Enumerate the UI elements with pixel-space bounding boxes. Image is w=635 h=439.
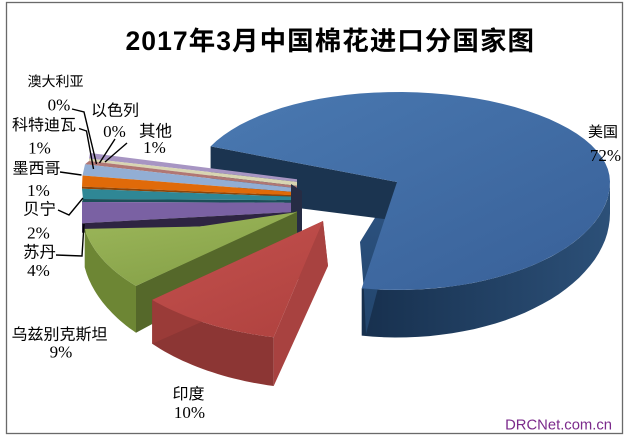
svg-text:10%: 10% — [174, 403, 205, 422]
svg-text:4%: 4% — [27, 261, 50, 280]
svg-text:9%: 9% — [50, 343, 73, 362]
svg-text:1%: 1% — [27, 181, 50, 200]
svg-text:2%: 2% — [27, 224, 50, 243]
svg-text:2017: 2017 — [126, 26, 189, 56]
svg-text:1%: 1% — [143, 138, 166, 157]
svg-text:1%: 1% — [28, 139, 51, 158]
svg-text:72%: 72% — [590, 146, 621, 165]
svg-text:0%: 0% — [103, 122, 126, 141]
svg-text:0%: 0% — [48, 96, 71, 115]
svg-text:DRCNet.com.cn: DRCNet.com.cn — [505, 418, 612, 434]
svg-text:3: 3 — [216, 26, 231, 56]
